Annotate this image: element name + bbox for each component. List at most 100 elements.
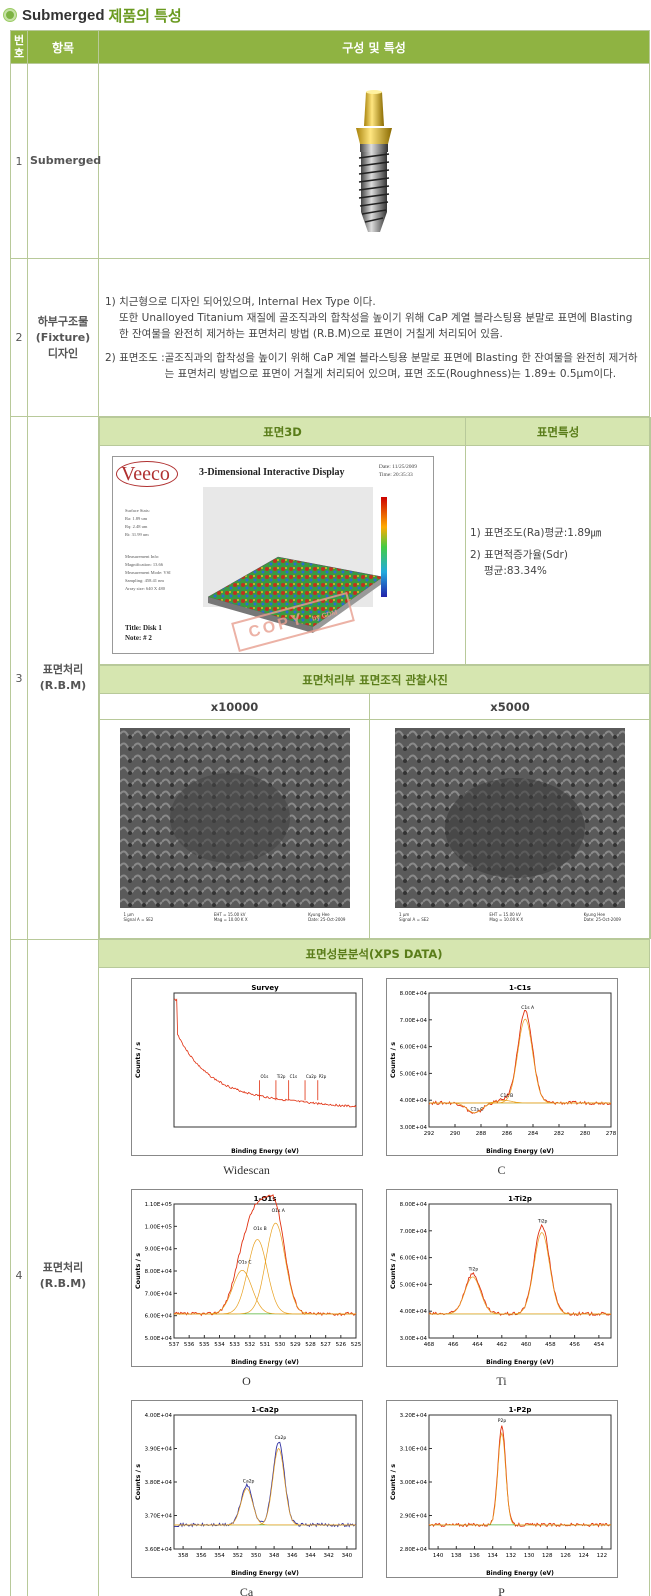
sem-cell: 1 μm Signal A = SE2 EHT = 15.00 kV Mag = 1…: [368, 719, 651, 939]
plot-frame: [428, 1203, 611, 1339]
x-tick-label: 532: [244, 1342, 255, 1348]
item-line: 표면처리: [42, 1260, 84, 1274]
x-tick-label: 466: [448, 1342, 459, 1348]
mag-label: x10000: [99, 693, 370, 720]
y-tick-label: 6.00E+04: [399, 1256, 427, 1262]
peak-label: C1s C: [470, 1107, 483, 1113]
y-axis-label: Counts / s: [134, 1042, 142, 1078]
sem-bar-text: EHT = 15.00 kV: [213, 912, 246, 917]
xps-svg: 1-O1s Binding Energy (eV) Counts / s 5.00E+…: [134, 1194, 361, 1366]
desc-line-2: 또한 Unalloyed Titanium 재질에 골조직과의 합착성을 높이기…: [119, 311, 633, 340]
x-tick-label: 130: [523, 1553, 534, 1559]
veeco-time: Time: 20:35:33: [378, 472, 413, 478]
sem-bar-text: Date: 25-Oct-2009: [308, 917, 346, 922]
xps-header: 표면성분분석(XPS DATA): [99, 940, 649, 968]
y-tick-label: 3.00E+04: [399, 1480, 427, 1486]
surface-cell: 표면3D 표면특성 Veeco 3-Dimensional Interactiv…: [98, 416, 651, 940]
x-tick-label: 536: [183, 1342, 194, 1348]
xps-chart-cell: 1-Ti2p Binding Energy (eV) Counts / s 3.00E…: [384, 1189, 619, 1400]
y-tick-label: 9.00E+04: [144, 1247, 172, 1253]
y-axis-label: Counts / s: [389, 1042, 397, 1078]
surface-props-cell: 1) 표면조도(Ra)평균:1.89㎛ 2) 표면적증가율(Sdr) 평균:83…: [465, 445, 651, 665]
y-tick-label: 5.00E+04: [399, 1071, 427, 1077]
x-tick-label: 356: [196, 1553, 207, 1559]
x-tick-label: 535: [199, 1342, 210, 1348]
x-tick-label: 454: [593, 1342, 604, 1348]
x-tick-label: 354: [214, 1553, 225, 1559]
measurement-info: Measurement Info: Magnification: 13.66 M…: [125, 553, 171, 593]
meta-line: Ra: 1.89 um: [125, 516, 148, 521]
xps-chart-cell: 1-C1s Binding Energy (eV) Counts / s 3.00E+…: [384, 978, 619, 1189]
plot-frame: [173, 1414, 356, 1550]
sem-image-x5000: 1 μm Signal A = SE2 EHT = 15.00 kV Mag = 1…: [395, 728, 625, 930]
chart-title: 1-C1s: [509, 984, 531, 992]
xps-series-survey: [173, 998, 356, 1108]
x-tick-label: 526: [335, 1342, 346, 1348]
y-tick-label: 3.90E+04: [144, 1447, 172, 1453]
y-axis-label: Counts / s: [389, 1464, 397, 1500]
peak-label: P2p: [318, 1074, 326, 1079]
xps-chart: 1-O1s Binding Energy (eV) Counts / s 5.00E+…: [130, 1189, 363, 1367]
x-axis-label: Binding Energy (eV): [486, 1359, 554, 1366]
item-line: 표면처리: [42, 663, 84, 676]
peak-label: Ca2p: [274, 1435, 286, 1441]
x-tick-label: 464: [472, 1342, 483, 1348]
peak-label: O1s A: [271, 1208, 285, 1214]
plot-frame: [173, 992, 356, 1128]
peak-label: Ti2p: [275, 1074, 285, 1079]
peak-label: Ca2p: [306, 1074, 317, 1079]
x-tick-label: 468: [423, 1342, 434, 1348]
sem-bar-text: Mag = 10.00 K X: [213, 917, 248, 922]
veeco-logo: Veeco: [121, 463, 170, 485]
spec-table: 번호 항목 구성 및 특성 1 Submerged: [10, 30, 651, 1596]
y-tick-label: 4.00E+04: [144, 1413, 172, 1419]
xps-chart: Survey Binding Energy (eV) Counts / s O1s Ti…: [130, 978, 363, 1156]
x-axis-label: Binding Energy (eV): [231, 1570, 299, 1577]
sub-header-props: 표면특성: [465, 417, 651, 446]
x-tick-label: 124: [578, 1553, 589, 1559]
row-item: 표면처리 (R.B.M): [27, 416, 99, 940]
page-title: Submerged 제품의 특성: [4, 4, 182, 26]
photo-header: 표면처리부 표면조직 관찰사진: [98, 665, 651, 694]
x-tick-label: 138: [451, 1553, 462, 1559]
xps-chart: 1-Ca2p Binding Energy (eV) Counts / s 3.60E…: [130, 1400, 363, 1578]
xps-svg: 1-C1s Binding Energy (eV) Counts / s 3.00E+…: [389, 984, 617, 1155]
x-tick-label: 282: [553, 1131, 564, 1137]
y-tick-label: 1.00E+05: [144, 1224, 172, 1230]
row-num: 4: [10, 939, 28, 1596]
veeco-display: Veeco 3-Dimensional Interactive Display …: [112, 456, 434, 654]
x-tick-label: 352: [232, 1553, 243, 1559]
chart-title: 1-P2p: [508, 1406, 531, 1414]
x-axis-label: Binding Energy (eV): [486, 1148, 554, 1155]
peak-label: O1s B: [253, 1226, 266, 1232]
item-line: (Fixture): [35, 330, 91, 344]
xps-chart: 1-P2p Binding Energy (eV) Counts / s 2.80E+…: [385, 1400, 618, 1578]
surface-props: 1) 표면조도(Ra)평균:1.89㎛ 2) 표면적증가율(Sdr) 평균:83…: [466, 525, 650, 579]
x-tick-label: 527: [320, 1342, 331, 1348]
xps-chart: 1-C1s Binding Energy (eV) Counts / s 3.00E+…: [385, 978, 618, 1156]
roughness-key: 2) 표면조도 :: [105, 351, 165, 364]
x-tick-label: 537: [168, 1342, 179, 1348]
x-tick-label: 280: [579, 1131, 590, 1137]
x-axis-label: Binding Energy (eV): [486, 1570, 554, 1577]
xps-cell: 표면성분분석(XPS DATA) Survey Binding Energy (e…: [98, 939, 650, 1596]
y-tick-label: 4.00E+04: [399, 1309, 427, 1315]
y-axis-label: Counts / s: [134, 1253, 142, 1289]
surface-stats: Surface Stats: Ra: 1.89 um Rq: 2.48 um R…: [125, 507, 150, 539]
x-tick-label: 531: [259, 1342, 270, 1348]
x-tick-label: 284: [527, 1131, 538, 1137]
x-tick-label: 456: [569, 1342, 580, 1348]
xps-chart-cell: Survey Binding Energy (eV) Counts / s O1s Ti…: [129, 978, 364, 1189]
x-tick-label: 350: [250, 1553, 261, 1559]
y-tick-label: 8.00E+04: [399, 991, 427, 997]
y-tick-label: 7.00E+04: [144, 1291, 172, 1297]
x-tick-label: 344: [305, 1553, 316, 1559]
x-tick-label: 128: [542, 1553, 553, 1559]
y-tick-label: 5.00E+04: [144, 1336, 172, 1342]
xps-grid: Survey Binding Energy (eV) Counts / s O1s Ti…: [99, 968, 649, 1596]
x-tick-label: 529: [290, 1342, 301, 1348]
x-tick-label: 530: [274, 1342, 285, 1348]
x-tick-label: 126: [560, 1553, 571, 1559]
row-num: 3: [10, 416, 28, 940]
header-num-text: 번호: [13, 34, 25, 60]
